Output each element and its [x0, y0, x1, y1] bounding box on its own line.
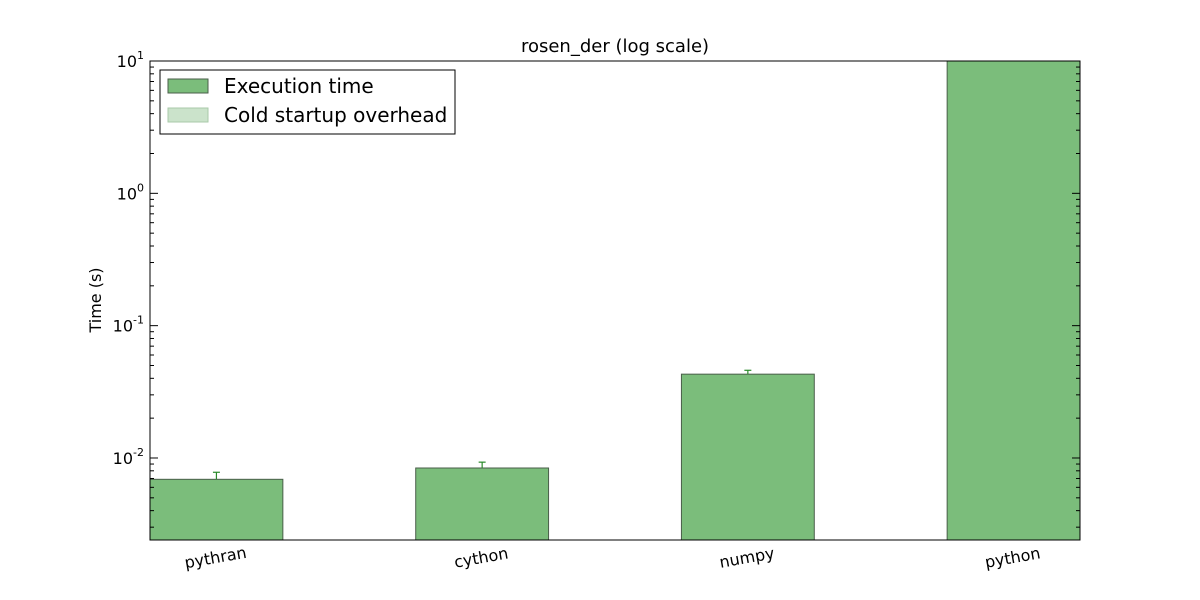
y-tick-label: 101 — [117, 49, 144, 71]
error-bars-group — [212, 369, 752, 480]
legend-frame — [159, 69, 456, 135]
y-ticks-group: 10-2 10-1 100 101 — [113, 49, 1080, 528]
bar-python — [946, 60, 1081, 541]
chart-title: rosen_der (log scale) — [521, 36, 709, 57]
error-bar-cython — [478, 461, 486, 469]
error-bar-numpy — [744, 369, 752, 375]
bar-pythran — [149, 478, 284, 541]
bar-numpy — [680, 373, 815, 541]
legend-swatch-execution-time — [167, 78, 209, 94]
legend-swatch-cold-startup-overhead — [167, 107, 209, 123]
legend-label-execution-time: Execution time — [224, 74, 374, 98]
x-tick-label-pythran: pythran — [183, 543, 248, 573]
x-tick-label-python: python — [983, 543, 1041, 571]
legend: Execution time Cold startup overhead — [159, 69, 456, 135]
x-tick-label-cython: cython — [453, 543, 510, 571]
legend-label-cold-startup-overhead: Cold startup overhead — [224, 103, 447, 127]
y-tick-label: 10-2 — [113, 446, 144, 468]
error-bar-pythran — [212, 471, 220, 480]
plot-area-frame — [149, 60, 1081, 541]
y-axis-label: Time (s) — [86, 267, 105, 333]
y-tick-label: 10-1 — [113, 314, 144, 336]
y-tick-label: 100 — [117, 181, 144, 203]
bar-cython — [415, 467, 550, 541]
x-tick-label-numpy: numpy — [718, 543, 776, 571]
x-ticks-group: pythran cython numpy python — [183, 543, 1042, 573]
